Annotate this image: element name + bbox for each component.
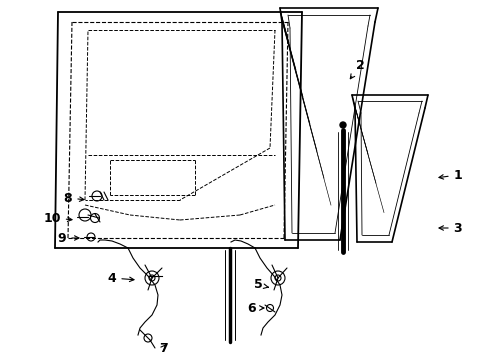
Text: 3: 3: [439, 221, 462, 234]
Text: 6: 6: [247, 302, 264, 315]
Text: 7: 7: [159, 342, 168, 355]
Text: 2: 2: [350, 59, 365, 79]
Text: 5: 5: [254, 279, 269, 292]
Text: 9: 9: [58, 231, 79, 244]
Text: 4: 4: [108, 271, 134, 284]
Text: 10: 10: [43, 212, 72, 225]
Circle shape: [340, 122, 346, 128]
Text: 1: 1: [439, 168, 463, 181]
Text: 8: 8: [64, 192, 84, 204]
